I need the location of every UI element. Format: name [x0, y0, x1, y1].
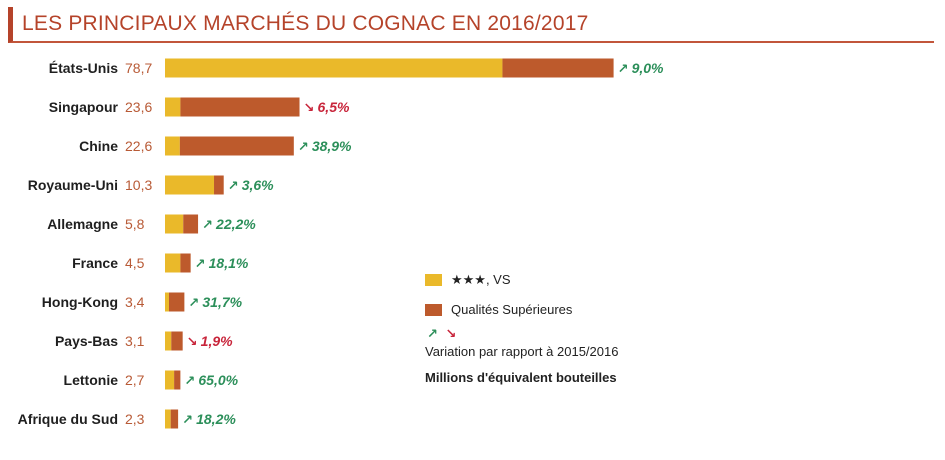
- trend-up-icon: ↗: [298, 140, 309, 155]
- trend-up-icon: ↗: [618, 62, 629, 77]
- variation-label: 1,9%: [201, 333, 233, 349]
- bar-vs: [165, 253, 181, 273]
- total-label: 78,7: [125, 60, 152, 76]
- total-label: 3,4: [125, 294, 145, 310]
- trend-up-icon: ↗: [184, 374, 195, 389]
- legend-label-vs: ★★★, VS: [451, 272, 511, 287]
- title-bar: [8, 7, 934, 43]
- bar-superieures: [183, 214, 199, 234]
- bar-vs: [165, 97, 181, 117]
- bar-vs: [165, 136, 180, 156]
- legend-swatch-vs: [425, 274, 442, 286]
- legend-label-superieures: Qualités Supérieures: [451, 302, 573, 317]
- category-label: Pays-Bas: [55, 333, 118, 349]
- category-label: Singapour: [49, 99, 119, 115]
- category-label: Afrique du Sud: [18, 411, 118, 427]
- bar-superieures: [180, 97, 300, 117]
- chart-title: LES PRINCIPAUX MARCHÉS DU COGNAC EN 2016…: [22, 12, 589, 35]
- bar-vs: [165, 331, 172, 351]
- legend-units-label: Millions d'équivalent bouteilles: [425, 370, 617, 385]
- bar-superieures: [171, 331, 183, 351]
- bar-superieures: [170, 409, 179, 429]
- variation-label: 38,9%: [312, 138, 352, 154]
- total-label: 10,3: [125, 177, 152, 193]
- bar-vs: [165, 370, 175, 390]
- bar-vs: [165, 292, 169, 312]
- category-label: États-Unis: [49, 60, 118, 76]
- bar-superieures: [179, 136, 294, 156]
- trend-down-icon: ↘: [304, 101, 315, 116]
- variation-label: 31,7%: [202, 294, 242, 310]
- variation-label: 3,6%: [242, 177, 274, 193]
- legend-swatch-superieures: [425, 304, 442, 316]
- bar-vs: [165, 214, 184, 234]
- trend-up-icon: ↗: [195, 257, 206, 272]
- bar-superieures: [502, 58, 614, 78]
- trend-up-icon: ↗: [202, 218, 213, 233]
- total-label: 5,8: [125, 216, 145, 232]
- category-label: Chine: [79, 138, 118, 154]
- bar-superieures: [180, 253, 191, 273]
- total-label: 22,6: [125, 138, 152, 154]
- total-label: 2,7: [125, 372, 145, 388]
- variation-label: 65,0%: [198, 372, 238, 388]
- variation-label: 18,2%: [196, 411, 236, 427]
- total-label: 3,1: [125, 333, 145, 349]
- category-label: France: [72, 255, 118, 271]
- category-label: Lettonie: [64, 372, 119, 388]
- legend-variation-label: Variation par rapport à 2015/2016: [425, 344, 619, 359]
- bar-superieures: [214, 175, 224, 195]
- variation-label: 6,5%: [318, 99, 350, 115]
- bar-vs: [165, 175, 215, 195]
- variation-label: 18,1%: [209, 255, 249, 271]
- trend-up-icon: ↗: [182, 413, 193, 428]
- bar-superieures: [174, 370, 181, 390]
- legend-arrows: ↗ ↘: [427, 326, 456, 342]
- variation-label: 22,2%: [215, 216, 256, 232]
- category-label: Allemagne: [47, 216, 118, 232]
- bar-vs: [165, 409, 171, 429]
- trend-up-icon: ↗: [228, 179, 239, 194]
- total-label: 2,3: [125, 411, 145, 427]
- category-label: Hong-Kong: [42, 294, 118, 310]
- trend-down-icon: ↘: [187, 335, 198, 350]
- trend-up-icon: ↗: [188, 296, 199, 311]
- trend-up-icon: ↗: [427, 326, 438, 341]
- total-label: 4,5: [125, 255, 145, 271]
- total-label: 23,6: [125, 99, 152, 115]
- bar-vs: [165, 58, 503, 78]
- bar-superieures: [168, 292, 185, 312]
- variation-label: 9,0%: [632, 60, 664, 76]
- trend-down-icon: ↘: [445, 326, 457, 341]
- category-label: Royaume-Uni: [28, 177, 118, 193]
